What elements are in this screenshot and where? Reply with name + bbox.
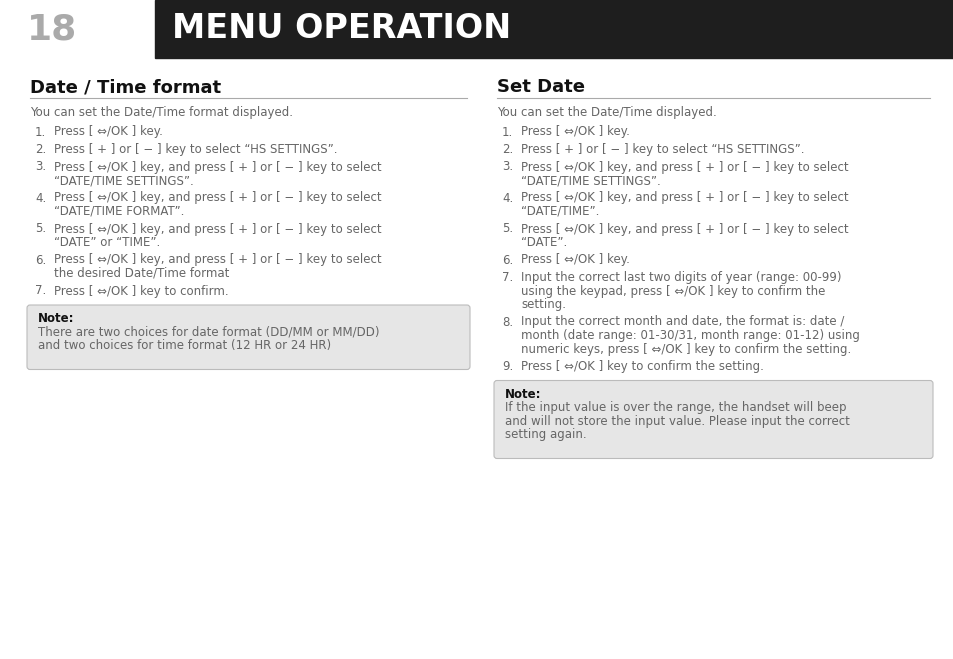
Text: and two choices for time format (12 HR or 24 HR): and two choices for time format (12 HR o… <box>38 339 331 352</box>
Text: Press [ ⇔/OK ] key.: Press [ ⇔/OK ] key. <box>54 125 163 138</box>
Text: Set Date: Set Date <box>497 78 584 96</box>
Text: Press [ ⇔/OK ] key.: Press [ ⇔/OK ] key. <box>520 254 629 266</box>
Text: “DATE/TIME FORMAT”.: “DATE/TIME FORMAT”. <box>54 205 184 218</box>
Text: Press [ ⇔/OK ] key.: Press [ ⇔/OK ] key. <box>520 125 629 138</box>
Text: Press [ + ] or [ − ] key to select “HS SETTINGS”.: Press [ + ] or [ − ] key to select “HS S… <box>54 143 337 156</box>
Text: Press [ ⇔/OK ] key, and press [ + ] or [ − ] key to select: Press [ ⇔/OK ] key, and press [ + ] or [… <box>520 223 848 235</box>
Text: You can set the Date/Time format displayed.: You can set the Date/Time format display… <box>30 106 293 119</box>
Text: “DATE/TIME SETTINGS”.: “DATE/TIME SETTINGS”. <box>54 174 193 187</box>
Text: Note:: Note: <box>38 312 74 325</box>
Text: If the input value is over the range, the handset will beep: If the input value is over the range, th… <box>504 401 845 414</box>
Text: 18: 18 <box>27 12 77 46</box>
Text: MENU OPERATION: MENU OPERATION <box>172 13 511 45</box>
Text: Press [ ⇔/OK ] key, and press [ + ] or [ − ] key to select: Press [ ⇔/OK ] key, and press [ + ] or [… <box>54 223 381 235</box>
Text: Input the correct last two digits of year (range: 00-99): Input the correct last two digits of yea… <box>520 271 841 284</box>
Text: 3.: 3. <box>35 161 46 173</box>
Text: 3.: 3. <box>501 161 513 173</box>
Text: 2.: 2. <box>501 143 513 156</box>
Text: Press [ ⇔/OK ] key, and press [ + ] or [ − ] key to select: Press [ ⇔/OK ] key, and press [ + ] or [… <box>520 192 848 204</box>
Text: Press [ ⇔/OK ] key, and press [ + ] or [ − ] key to select: Press [ ⇔/OK ] key, and press [ + ] or [… <box>54 254 381 266</box>
Text: “DATE/TIME”.: “DATE/TIME”. <box>520 205 598 218</box>
Text: Press [ ⇔/OK ] key, and press [ + ] or [ − ] key to select: Press [ ⇔/OK ] key, and press [ + ] or [… <box>54 161 381 173</box>
Text: Press [ ⇔/OK ] key to confirm.: Press [ ⇔/OK ] key to confirm. <box>54 285 229 297</box>
Text: 4.: 4. <box>501 192 513 204</box>
Text: 4.: 4. <box>35 192 46 204</box>
Text: 5.: 5. <box>35 223 46 235</box>
Text: Note:: Note: <box>504 387 541 401</box>
Text: 5.: 5. <box>501 223 513 235</box>
FancyBboxPatch shape <box>27 305 470 370</box>
Text: “DATE/TIME SETTINGS”.: “DATE/TIME SETTINGS”. <box>520 174 660 187</box>
Text: Input the correct month and date, the format is: date /: Input the correct month and date, the fo… <box>520 316 843 328</box>
Text: “DATE”.: “DATE”. <box>520 236 567 249</box>
Text: 6.: 6. <box>501 254 513 266</box>
Text: and will not store the input value. Please input the correct: and will not store the input value. Plea… <box>504 415 849 428</box>
Text: setting.: setting. <box>520 298 565 311</box>
Text: Press [ ⇔/OK ] key, and press [ + ] or [ − ] key to select: Press [ ⇔/OK ] key, and press [ + ] or [… <box>54 192 381 204</box>
Text: Press [ ⇔/OK ] key to confirm the setting.: Press [ ⇔/OK ] key to confirm the settin… <box>520 360 763 373</box>
Text: 8.: 8. <box>501 316 513 328</box>
Text: 7.: 7. <box>501 271 513 284</box>
Text: the desired Date/Time format: the desired Date/Time format <box>54 267 229 280</box>
Text: 9.: 9. <box>501 360 513 373</box>
Text: month (date range: 01-30/31, month range: 01-12) using: month (date range: 01-30/31, month range… <box>520 329 859 342</box>
Bar <box>154 0 953 58</box>
Text: There are two choices for date format (DD/MM or MM/DD): There are two choices for date format (D… <box>38 326 379 339</box>
Text: using the keypad, press [ ⇔/OK ] key to confirm the: using the keypad, press [ ⇔/OK ] key to … <box>520 285 824 297</box>
Text: 1.: 1. <box>35 125 46 138</box>
Text: Press [ ⇔/OK ] key, and press [ + ] or [ − ] key to select: Press [ ⇔/OK ] key, and press [ + ] or [… <box>520 161 848 173</box>
Text: 6.: 6. <box>35 254 46 266</box>
Text: “DATE” or “TIME”.: “DATE” or “TIME”. <box>54 236 160 249</box>
Text: Date / Time format: Date / Time format <box>30 78 221 96</box>
Text: 1.: 1. <box>501 125 513 138</box>
Text: numeric keys, press [ ⇔/OK ] key to confirm the setting.: numeric keys, press [ ⇔/OK ] key to conf… <box>520 343 850 355</box>
Text: 7.: 7. <box>35 285 46 297</box>
FancyBboxPatch shape <box>494 380 932 459</box>
Text: setting again.: setting again. <box>504 428 586 441</box>
Text: Press [ + ] or [ − ] key to select “HS SETTINGS”.: Press [ + ] or [ − ] key to select “HS S… <box>520 143 803 156</box>
Text: You can set the Date/Time displayed.: You can set the Date/Time displayed. <box>497 106 716 119</box>
Text: 2.: 2. <box>35 143 46 156</box>
